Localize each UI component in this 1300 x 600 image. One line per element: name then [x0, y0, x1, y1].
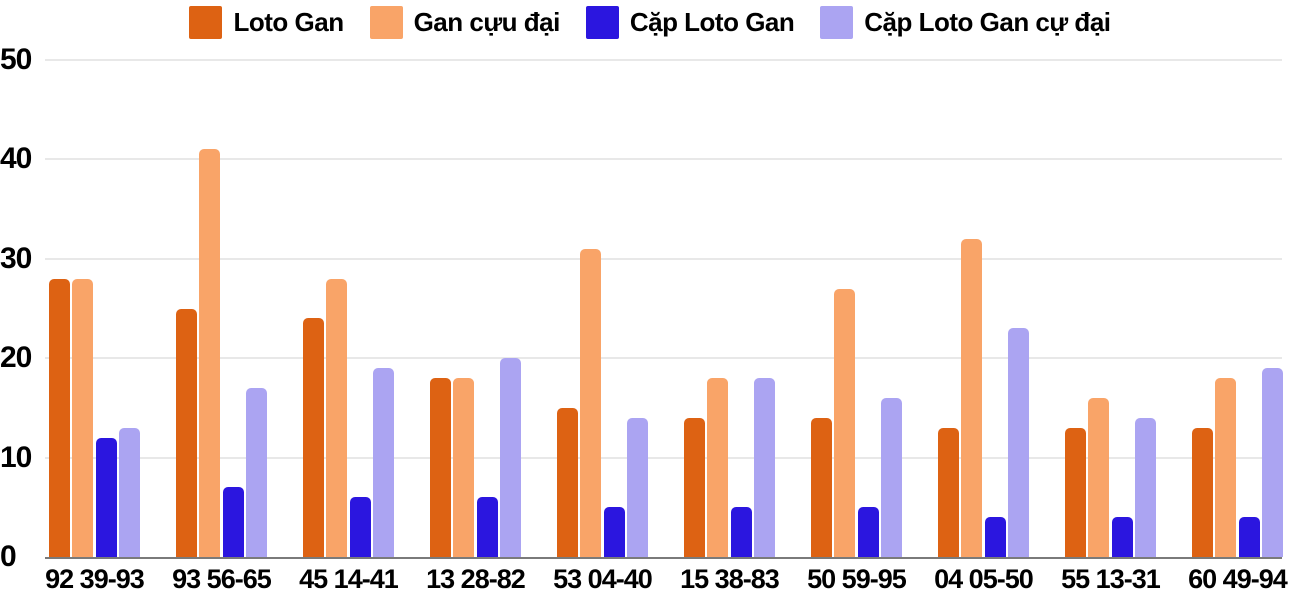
bar-loto-gan: [938, 427, 959, 557]
bar-cap-loto-gan-cu-ai: [245, 388, 267, 557]
legend-swatch-icon: [585, 6, 619, 39]
x-axis-label: 50 59-95: [807, 564, 907, 594]
bar-cap-loto-gan-cu-ai: [1134, 417, 1156, 557]
gridline: [45, 59, 1282, 61]
gridline: [45, 257, 1282, 260]
bar-cap-loto-gan-cu-ai: [499, 358, 521, 557]
bar-gan-cuu-ai: [1088, 397, 1110, 557]
bar-cap-loto-gan: [476, 497, 498, 557]
legend-item-loto-gan[interactable]: Loto Gan: [189, 6, 344, 39]
bar-loto-gan: [811, 417, 832, 557]
x-axis-label: 15 38-83: [680, 564, 780, 594]
legend-item-cap-loto-gan[interactable]: Cặp Loto Gan: [585, 6, 795, 39]
bar-loto-gan: [557, 407, 578, 557]
bar-gan-cuu-ai: [1215, 378, 1237, 557]
y-tick-label: 10: [0, 440, 32, 474]
legend-swatch-icon: [820, 6, 854, 39]
plot-area: [45, 59, 1283, 559]
legend-label: Cặp Loto Gan cự đại: [864, 7, 1111, 37]
bar-cap-loto-gan-cu-ai: [626, 417, 648, 557]
bar-gan-cuu-ai: [453, 378, 475, 557]
legend-label: Cặp Loto Gan: [629, 7, 795, 37]
bar-loto-gan: [176, 308, 197, 557]
bar-gan-cuu-ai: [961, 238, 983, 557]
x-axis-label: 45 14-41: [299, 564, 399, 594]
x-axis-label: 60 49-94: [1188, 564, 1288, 594]
chart-legend: Loto Gan Gan cựu đại Cặp Loto Gan Cặp Loto …: [0, 6, 1300, 39]
x-axis-label: 04 05-50: [934, 564, 1034, 594]
gridline: [45, 158, 1282, 161]
gridline: [45, 357, 1282, 360]
bar-cap-loto-gan-cu-ai: [880, 397, 902, 557]
bar-gan-cuu-ai: [72, 278, 94, 557]
legend-label: Gan cựu đại: [413, 7, 561, 37]
bar-gan-cuu-ai: [326, 278, 348, 557]
y-tick-label: 50: [0, 43, 32, 76]
y-tick-label: 0: [0, 540, 17, 573]
bar-cap-loto-gan: [857, 507, 879, 557]
bar-cap-loto-gan-cu-ai: [753, 378, 775, 557]
bar-cap-loto-gan: [349, 497, 371, 557]
x-axis-label: 93 56-65: [172, 564, 272, 594]
bar-cap-loto-gan: [1111, 517, 1133, 557]
bar-cap-loto-gan: [984, 517, 1006, 557]
bar-cap-loto-gan-cu-ai: [1007, 328, 1029, 557]
legend-swatch-icon: [369, 6, 403, 39]
legend-item-cap-loto-gan-cu-ai[interactable]: Cặp Loto Gan cự đại: [820, 6, 1111, 39]
bar-gan-cuu-ai: [707, 378, 729, 557]
y-tick-label: 20: [0, 341, 32, 375]
bar-cap-loto-gan-cu-ai: [118, 427, 140, 557]
x-axis-label: 13 28-82: [426, 564, 526, 594]
y-axis: 0 10 20 30 40 50: [0, 0, 38, 600]
gridline: [45, 456, 1282, 459]
legend-swatch-icon: [189, 6, 223, 39]
bar-cap-loto-gan: [95, 437, 117, 557]
bar-loto-gan: [49, 278, 70, 557]
bar-gan-cuu-ai: [834, 288, 856, 557]
bar-loto-gan: [684, 417, 705, 557]
bar-loto-gan: [430, 378, 451, 557]
x-axis-label: 55 13-31: [1061, 564, 1161, 594]
bar-cap-loto-gan: [603, 507, 625, 557]
y-tick-label: 40: [0, 142, 32, 176]
bar-loto-gan: [1192, 427, 1213, 557]
x-axis-label: 53 04-40: [553, 564, 653, 594]
bar-cap-loto-gan: [1238, 517, 1260, 557]
bar-gan-cuu-ai: [199, 149, 221, 557]
bar-cap-loto-gan-cu-ai: [372, 368, 394, 557]
y-tick-label: 30: [0, 241, 32, 275]
bar-cap-loto-gan-cu-ai: [1261, 368, 1283, 557]
legend-item-gan-cuu-ai[interactable]: Gan cựu đại: [369, 6, 561, 39]
x-axis-label: 92 39-93: [45, 564, 145, 594]
legend-label: Loto Gan: [233, 7, 344, 37]
bar-loto-gan: [303, 318, 324, 557]
bar-cap-loto-gan: [222, 487, 244, 557]
bar-gan-cuu-ai: [580, 248, 602, 557]
bar-loto-gan: [1065, 427, 1086, 557]
bar-cap-loto-gan: [730, 507, 752, 557]
